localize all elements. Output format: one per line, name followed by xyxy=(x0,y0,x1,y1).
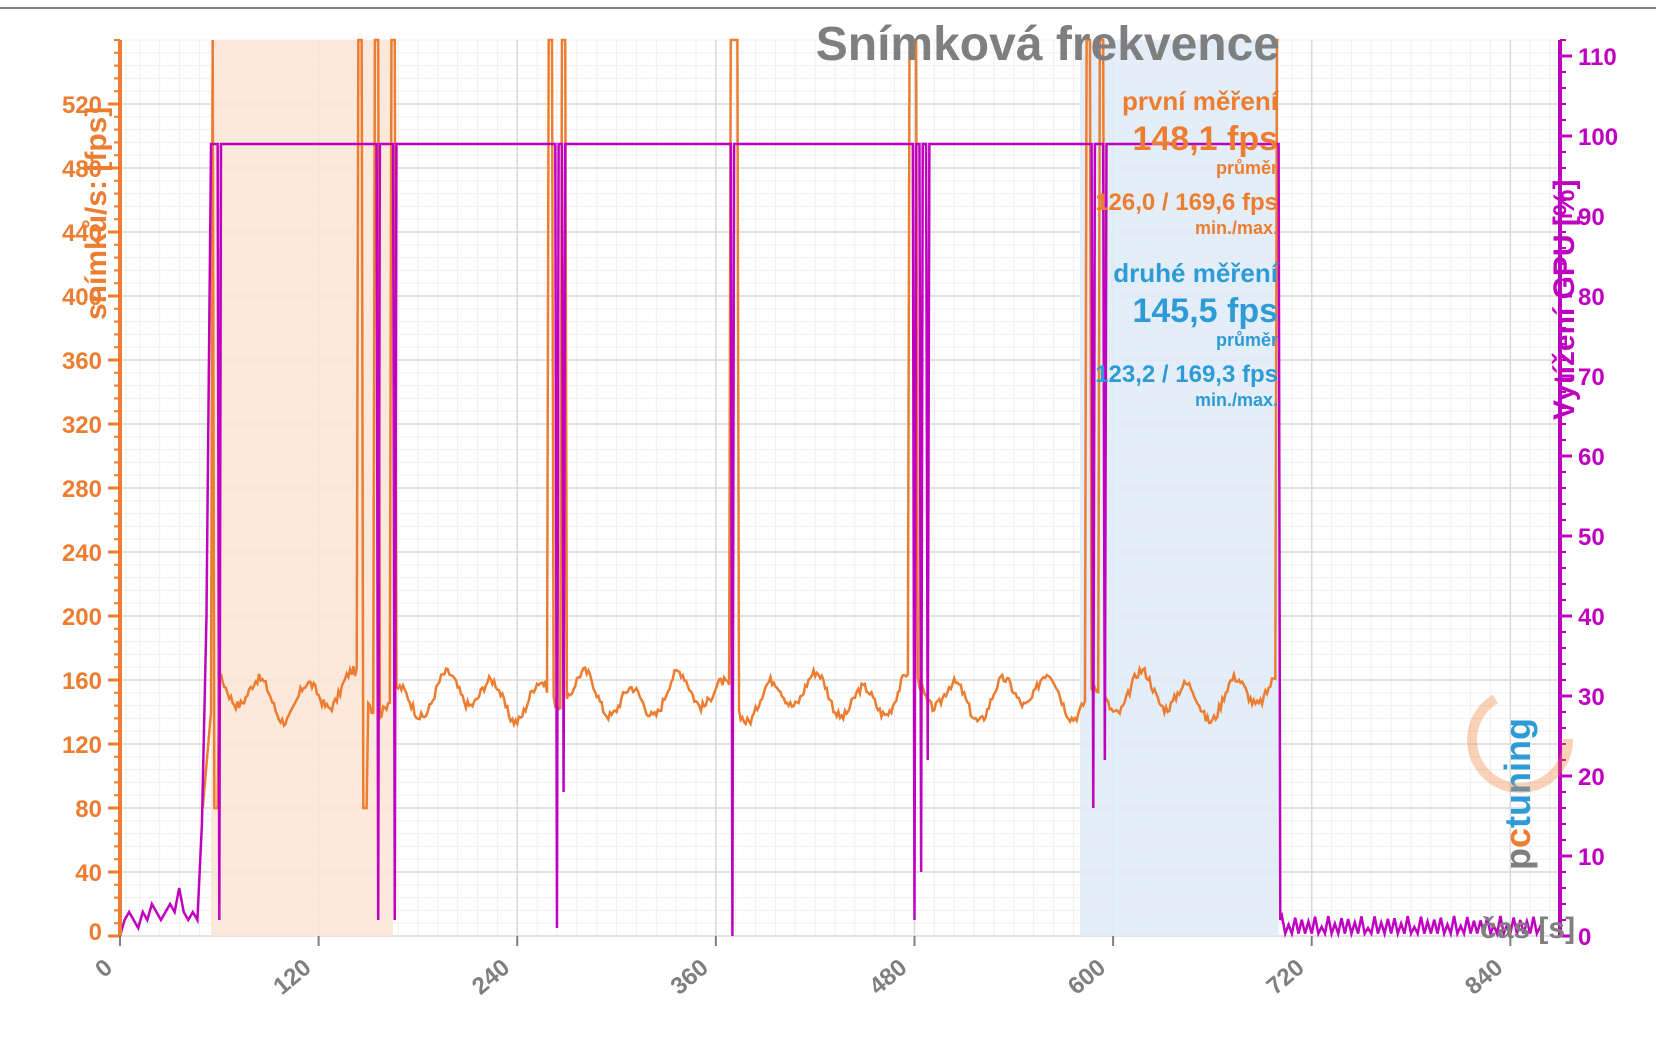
y-right-tick-label: 60 xyxy=(1578,444,1605,471)
y-right-tick-label: 40 xyxy=(1578,604,1605,631)
legend-first-minmax: 126,0 / 169,6 fps xyxy=(1095,189,1278,216)
y-left-tick-label: 240 xyxy=(62,540,102,567)
legend-first-title: první měření xyxy=(1122,86,1279,116)
y-right-tick-label: 30 xyxy=(1578,684,1605,711)
legend-second-avg: 145,5 fps xyxy=(1132,292,1278,330)
y-left-tick-label: 200 xyxy=(62,604,102,631)
y-right-tick-label: 90 xyxy=(1578,204,1605,231)
chart-title: Snímková frekvence xyxy=(816,18,1280,71)
legend-second-title: druhé měření xyxy=(1113,258,1278,288)
legend-second-minmax: 123,2 / 169,3 fps xyxy=(1095,361,1278,388)
y-left-tick-label: 80 xyxy=(75,796,102,823)
y-left-tick-label: 360 xyxy=(62,348,102,375)
y-left-tick-label: 40 xyxy=(75,860,102,887)
legend-first-avg: 148,1 fps xyxy=(1132,120,1278,158)
y-left-tick-label: 0 xyxy=(89,919,102,946)
watermark: pctuning xyxy=(1497,718,1538,870)
chart-root: 4080120160200240280320360400440480520001… xyxy=(0,0,1656,1044)
legend-second-avg-label: průměr xyxy=(1216,330,1278,350)
y-left-tick-label: 120 xyxy=(62,732,102,759)
y-right-tick-label: 80 xyxy=(1578,284,1605,311)
svg-text:pctuning: pctuning xyxy=(1497,718,1538,870)
y-right-tick-label: 50 xyxy=(1578,524,1605,551)
y-right-tick-label: 20 xyxy=(1578,764,1605,791)
y-left-tick-label: 320 xyxy=(62,412,102,439)
y-left-tick-label: 160 xyxy=(62,668,102,695)
y-right-tick-label: 0 xyxy=(1578,924,1591,951)
y-right-tick-label: 100 xyxy=(1578,124,1618,151)
y-right-tick-label: 70 xyxy=(1578,364,1605,391)
legend-second-minmax-label: min./max. xyxy=(1195,390,1278,410)
x-axis-label: čas [s] xyxy=(1480,912,1575,945)
y-right-tick-label: 10 xyxy=(1578,844,1605,871)
legend-first-minmax-label: min./max. xyxy=(1195,218,1278,238)
y-right-tick-label: 110 xyxy=(1578,44,1617,71)
y-right-label: Vytížení GPU [%] xyxy=(1548,179,1581,420)
y-left-tick-label: 280 xyxy=(62,476,102,503)
y-left-label: snímků/s: [fps] xyxy=(80,107,113,320)
legend-first-avg-label: průměr xyxy=(1216,158,1278,178)
